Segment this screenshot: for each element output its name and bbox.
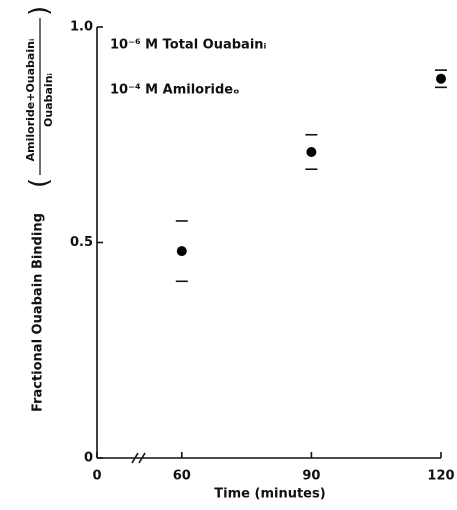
paren: ( bbox=[25, 178, 55, 188]
y-axis-label: Fractional Ouabain Binding ( Amiloride+O… bbox=[24, 6, 55, 412]
y-tick-label: 0.5 bbox=[70, 235, 93, 250]
y-label: Fractional Ouabain Binding bbox=[31, 213, 46, 412]
x-label: Time (minutes) bbox=[214, 487, 325, 502]
y-label-denominator: Ouabainᵢ bbox=[42, 73, 55, 127]
y-tick-label: 0 bbox=[84, 451, 93, 466]
axis-break bbox=[131, 452, 139, 464]
point bbox=[306, 146, 317, 157]
axis-break bbox=[138, 452, 146, 464]
x-tick-label: 0 bbox=[92, 469, 101, 484]
paren: ) bbox=[25, 6, 55, 16]
point bbox=[176, 246, 187, 257]
point bbox=[436, 73, 446, 84]
x-tick-label: 120 bbox=[427, 469, 454, 484]
y-tick-label: 1.0 bbox=[70, 20, 93, 35]
annotation: 10⁻⁶ M Total Ouabainᵢ bbox=[110, 38, 267, 53]
x-tick-label: 90 bbox=[302, 469, 320, 484]
annotation: 10⁻⁴ M Amilorideₒ bbox=[110, 83, 239, 98]
x-tick-label: 60 bbox=[173, 469, 191, 484]
y-label-numerator: Amiloride+Ouabainᵢ bbox=[24, 39, 37, 162]
